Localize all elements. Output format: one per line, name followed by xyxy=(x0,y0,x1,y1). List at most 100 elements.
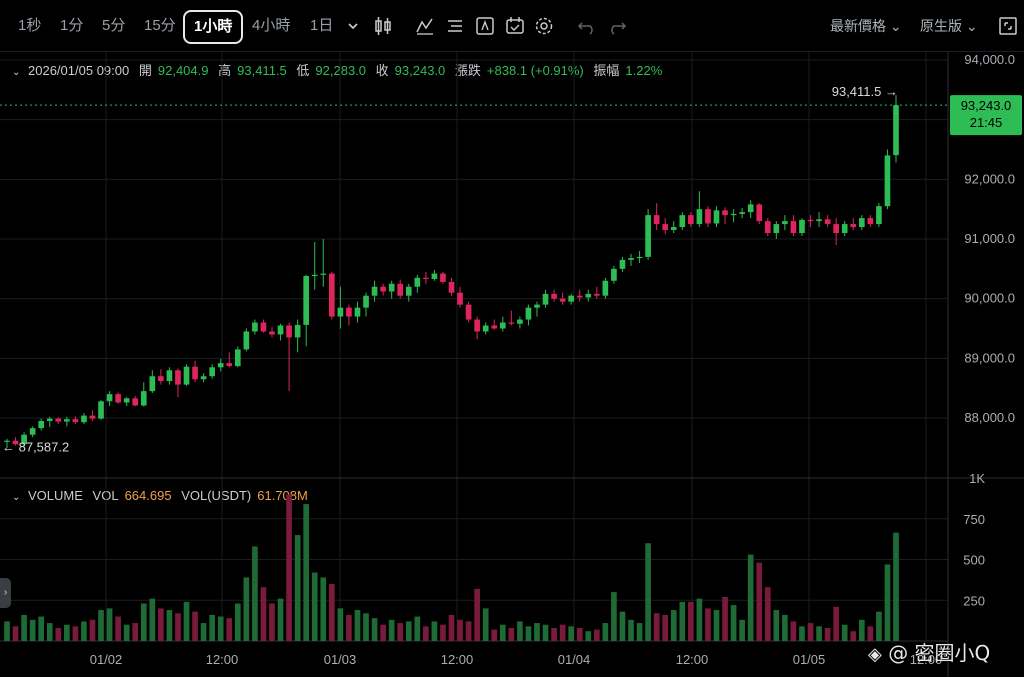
timeframe-15m[interactable]: 15分 xyxy=(144,17,176,34)
volume-bar xyxy=(4,621,10,641)
volume-bar xyxy=(252,546,258,641)
volume-bar xyxy=(611,592,617,641)
volume-bar xyxy=(816,626,822,641)
fullscreen-icon[interactable] xyxy=(997,14,1019,38)
candle-body xyxy=(277,325,284,335)
drawing-list-icon[interactable] xyxy=(444,14,466,38)
candle-body xyxy=(346,307,352,317)
volume-bar xyxy=(517,621,523,641)
candle-body xyxy=(585,293,592,298)
candle-body xyxy=(226,363,233,367)
candle-body xyxy=(371,286,378,296)
volume-bar xyxy=(542,624,549,641)
timeframe-5m[interactable]: 5分 xyxy=(102,17,126,34)
candle-body xyxy=(508,322,515,324)
candle-type-icon[interactable] xyxy=(372,14,394,38)
volume-tick-label: 250 xyxy=(963,593,985,608)
candle-body xyxy=(158,376,164,382)
volume-bar xyxy=(286,494,292,641)
candle-body xyxy=(457,292,463,305)
volume-bar xyxy=(311,572,318,641)
volume-bar xyxy=(405,621,412,641)
time-axis-label: 12:00 xyxy=(441,652,474,667)
time-axis-label: 01/05 xyxy=(793,652,826,667)
candle-body xyxy=(115,394,121,403)
candle-body xyxy=(559,298,566,302)
volume-bar xyxy=(337,608,344,641)
candle-body xyxy=(833,224,839,234)
volume-bar xyxy=(320,577,327,641)
side-panel-toggle[interactable]: › xyxy=(0,578,11,608)
candle-body xyxy=(337,307,344,317)
timeframe-1d[interactable]: 1日 xyxy=(310,17,334,34)
undo-icon[interactable] xyxy=(576,14,598,38)
candle-body xyxy=(782,221,788,225)
candle-body xyxy=(98,401,104,419)
indicators-icon[interactable] xyxy=(414,14,436,38)
candle-body xyxy=(619,259,626,269)
volume-bar xyxy=(559,624,566,641)
candle-body xyxy=(764,221,771,234)
timeframe-1h[interactable]: 1小時 xyxy=(183,10,244,44)
candle-body xyxy=(611,268,617,281)
timeframe-1s[interactable]: 1秒 xyxy=(18,17,42,34)
volume-bar xyxy=(115,616,121,641)
candle-body xyxy=(140,391,147,406)
volume-bar xyxy=(46,623,53,641)
candle-body xyxy=(89,415,96,419)
amplitude-label: 振幅 xyxy=(593,63,620,78)
volume-bar xyxy=(850,631,857,641)
price-type-select[interactable]: 最新價格 ⌄ xyxy=(830,16,902,36)
candle-body xyxy=(474,319,480,332)
candle-body xyxy=(286,325,292,338)
candle-body xyxy=(123,398,130,403)
volume-bar xyxy=(354,610,361,641)
collapse-chevron-icon[interactable]: ⌄ xyxy=(12,492,21,503)
alert-icon[interactable] xyxy=(504,14,526,38)
candle-body xyxy=(183,366,190,385)
candle-body xyxy=(679,215,686,228)
candle-body xyxy=(12,440,19,445)
volume-bar xyxy=(269,603,275,641)
price-chart[interactable]: 94,000.093,000.092,000.091,000.090,000.0… xyxy=(0,52,1024,677)
candle-body xyxy=(517,319,523,324)
candle-body xyxy=(217,363,224,368)
view-mode-select[interactable]: 原生版 ⌄ xyxy=(920,16,978,36)
candle-body xyxy=(593,293,600,296)
redo-icon[interactable] xyxy=(606,14,628,38)
price-tick-label: 91,000.0 xyxy=(964,231,1015,246)
volume-bar xyxy=(841,624,848,641)
volume-bar xyxy=(739,619,745,641)
volume-bar xyxy=(388,619,395,641)
candle-body xyxy=(747,204,754,213)
volume-bar xyxy=(149,598,156,641)
candle-body xyxy=(858,218,865,228)
candle-body xyxy=(294,324,301,338)
volume-bar xyxy=(782,614,788,641)
timeframe-4h[interactable]: 4小時 xyxy=(252,17,291,34)
vol-value: 664.695 xyxy=(124,488,172,503)
volume-bar xyxy=(893,532,899,641)
volume-bar xyxy=(508,627,515,641)
ohlc-datetime: 2026/01/05 09:00 xyxy=(28,63,130,78)
volume-bar xyxy=(363,613,369,641)
time-axis-label: 01/03 xyxy=(324,652,357,667)
volume-bar xyxy=(209,614,215,641)
candle-body xyxy=(662,224,669,231)
volume-bar xyxy=(106,608,113,641)
candle-body xyxy=(551,293,557,299)
chevron-down-icon[interactable] xyxy=(344,14,366,38)
volume-bar xyxy=(226,618,233,641)
amplitude-value: 1.22% xyxy=(625,63,663,78)
template-icon[interactable] xyxy=(474,14,496,38)
candle-body xyxy=(568,295,574,302)
collapse-chevron-icon[interactable]: ⌄ xyxy=(12,67,21,78)
view-mode-label: 原生版 xyxy=(920,18,962,34)
candle-body xyxy=(81,415,87,423)
time-axis-label: 01/02 xyxy=(90,652,123,667)
settings-icon[interactable] xyxy=(533,14,555,38)
timeframe-1m[interactable]: 1分 xyxy=(60,17,84,34)
volume-tick-label: 750 xyxy=(963,512,985,527)
volume-bar xyxy=(294,535,301,641)
low-label: 低 xyxy=(296,63,310,78)
